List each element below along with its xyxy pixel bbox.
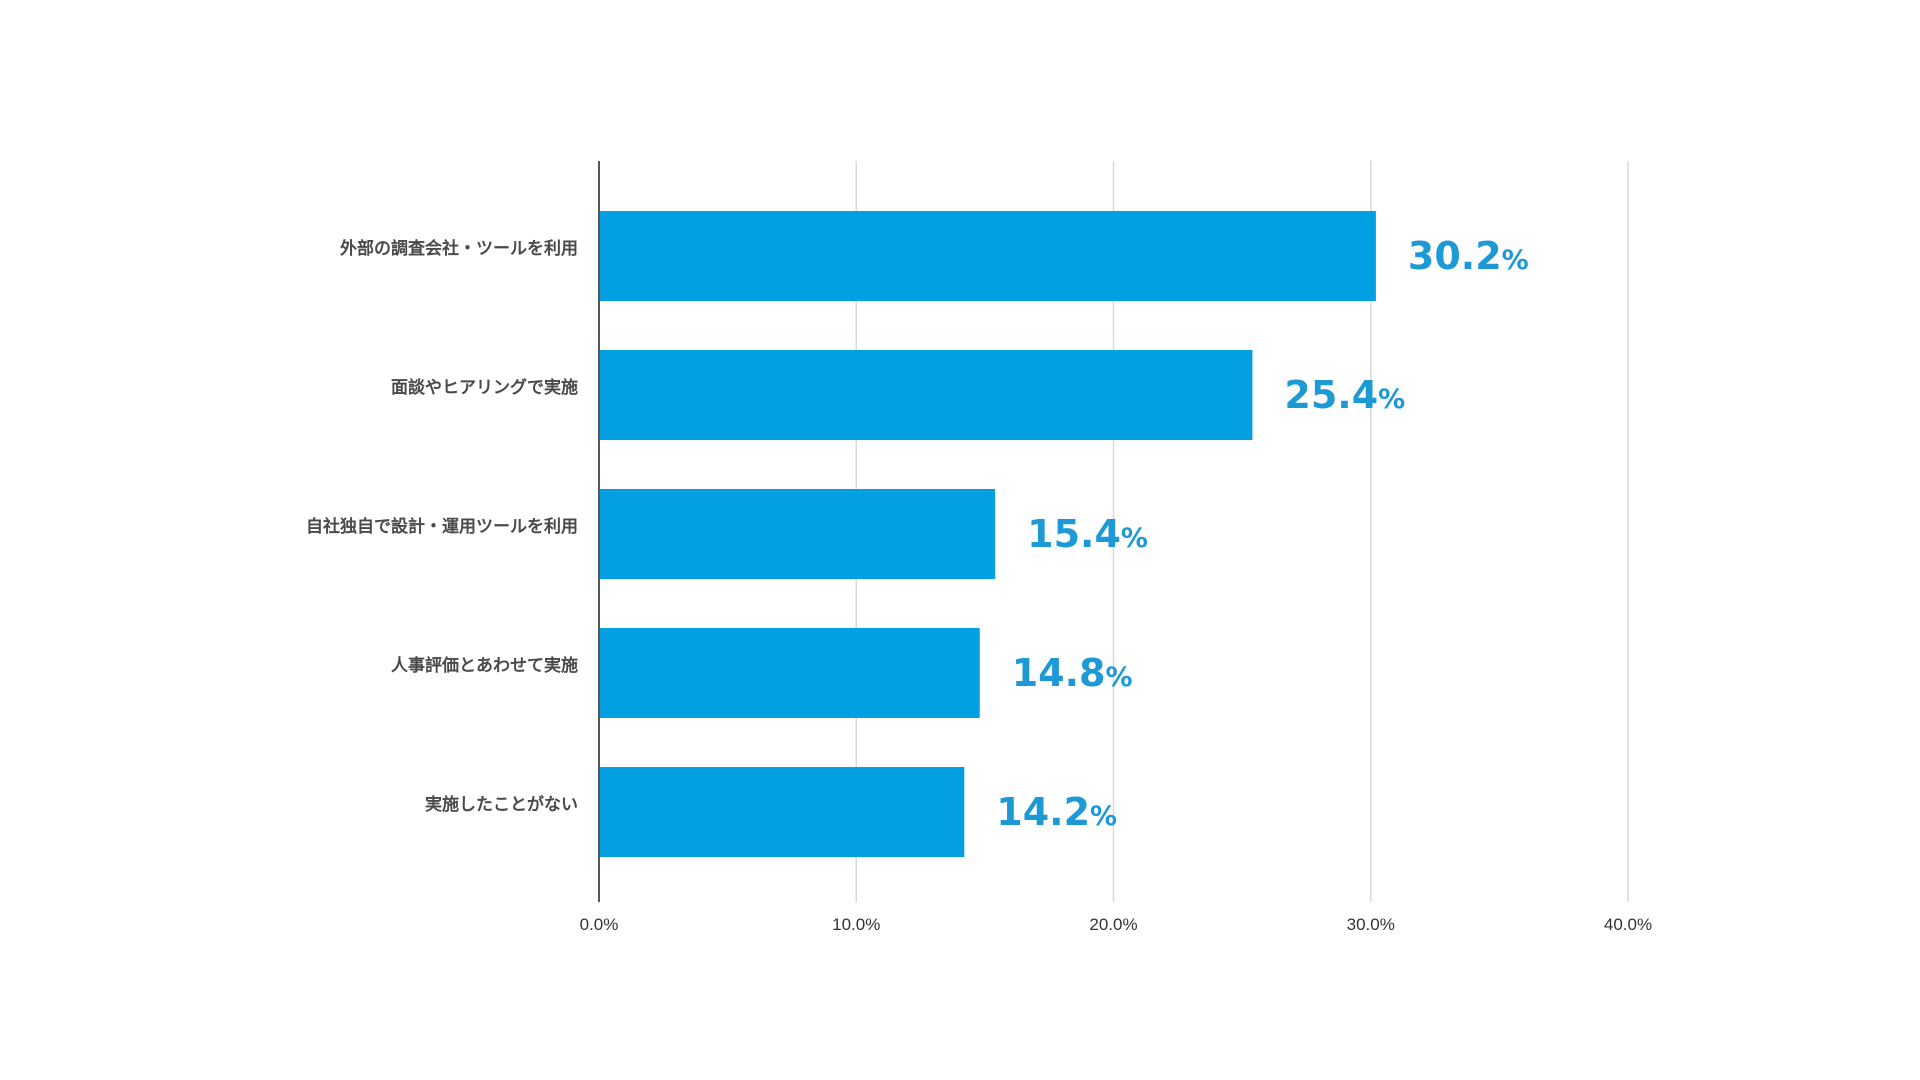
- x-tick-label: 30.0%: [1347, 915, 1395, 934]
- value-label-unit: %: [1105, 662, 1132, 693]
- x-tick-label: 20.0%: [1089, 915, 1137, 934]
- x-tick-label: 40.0%: [1604, 915, 1652, 934]
- value-label: 25.4%: [1284, 373, 1405, 417]
- value-labels: 30.2% 25.4% 15.4% 14.8% 14.2%: [996, 234, 1528, 834]
- value-label-unit: %: [1121, 523, 1148, 554]
- x-tick-label: 10.0%: [832, 915, 880, 934]
- x-axis-ticks: 0.0% 10.0% 20.0% 30.0% 40.0%: [580, 915, 1652, 934]
- bar: [599, 489, 996, 579]
- value-label-unit: %: [1090, 801, 1117, 832]
- x-tick-label: 0.0%: [580, 915, 619, 934]
- bar: [599, 628, 980, 718]
- category-label: 面談やヒアリングで実施: [391, 377, 578, 398]
- value-label: 15.4%: [1027, 512, 1148, 556]
- bar: [599, 350, 1253, 440]
- value-label-unit: %: [1378, 384, 1405, 415]
- bar: [599, 767, 965, 857]
- bar: [599, 211, 1376, 301]
- value-label: 14.8%: [1012, 651, 1133, 695]
- value-label: 30.2%: [1408, 234, 1529, 278]
- bars: [599, 211, 1376, 857]
- category-labels: 外部の調査会社・ツールを利用面談やヒアリングで実施自社独自で設計・運用ツールを利…: [306, 238, 578, 815]
- category-label: 人事評価とあわせて実施: [391, 655, 578, 676]
- category-label: 自社独自で設計・運用ツールを利用: [306, 516, 578, 537]
- category-label: 実施したことがない: [425, 794, 578, 815]
- category-label: 外部の調査会社・ツールを利用: [340, 238, 578, 259]
- value-label-unit: %: [1502, 245, 1529, 276]
- value-label: 14.2%: [996, 790, 1117, 834]
